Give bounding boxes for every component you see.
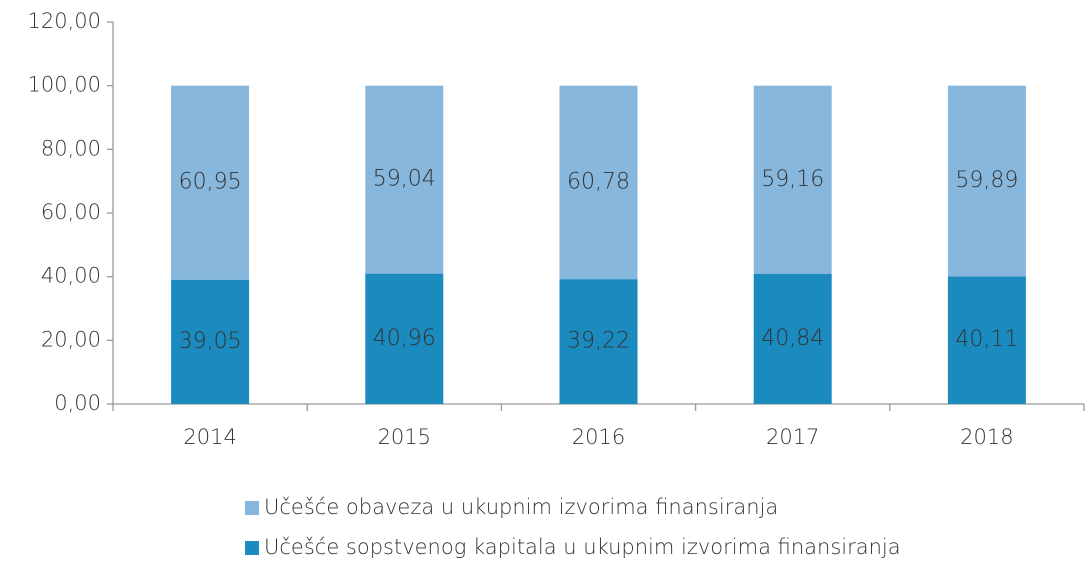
bar-segment bbox=[947, 276, 1026, 404]
y-tick-label: 100,00 bbox=[28, 73, 101, 97]
y-tick-label: 40,00 bbox=[41, 264, 101, 288]
x-tick-label: 2015 bbox=[378, 425, 431, 449]
legend-label: Učešće sopstvenog kapitala u ukupnim izv… bbox=[264, 535, 901, 559]
legend-label: Učešće obaveza u ukupnim izvorima finans… bbox=[264, 495, 778, 519]
bar-segment bbox=[753, 85, 832, 274]
y-tick-label: 60,00 bbox=[41, 200, 101, 224]
data-label: 59,16 bbox=[761, 167, 824, 192]
y-tick-label: 120,00 bbox=[28, 9, 101, 33]
y-tick-label: 20,00 bbox=[41, 327, 101, 351]
data-label: 59,04 bbox=[373, 167, 436, 192]
bar-segment bbox=[947, 85, 1026, 277]
legend-swatch bbox=[245, 501, 259, 515]
bar-segment bbox=[365, 273, 444, 404]
data-label: 40,11 bbox=[955, 327, 1018, 352]
data-label: 39,22 bbox=[567, 329, 630, 354]
data-label: 39,05 bbox=[179, 329, 242, 354]
data-label: 40,96 bbox=[373, 326, 436, 351]
bar-segment bbox=[171, 279, 250, 404]
bar-segment bbox=[559, 85, 638, 280]
y-tick-label: 0,00 bbox=[54, 391, 101, 415]
y-tick-label: 80,00 bbox=[41, 136, 101, 160]
legend-swatch bbox=[245, 541, 259, 555]
data-label: 59,89 bbox=[955, 168, 1018, 193]
x-tick-label: 2017 bbox=[766, 425, 819, 449]
bar-segment bbox=[559, 279, 638, 404]
x-tick-label: 2018 bbox=[960, 425, 1013, 449]
data-label: 40,84 bbox=[761, 326, 824, 351]
bar-segment bbox=[753, 273, 832, 404]
bar-segment bbox=[365, 85, 444, 274]
bar-segment bbox=[171, 85, 250, 280]
data-label: 60,78 bbox=[567, 169, 630, 194]
x-tick-label: 2014 bbox=[183, 425, 236, 449]
data-label: 60,95 bbox=[179, 170, 242, 195]
x-tick-label: 2016 bbox=[572, 425, 625, 449]
